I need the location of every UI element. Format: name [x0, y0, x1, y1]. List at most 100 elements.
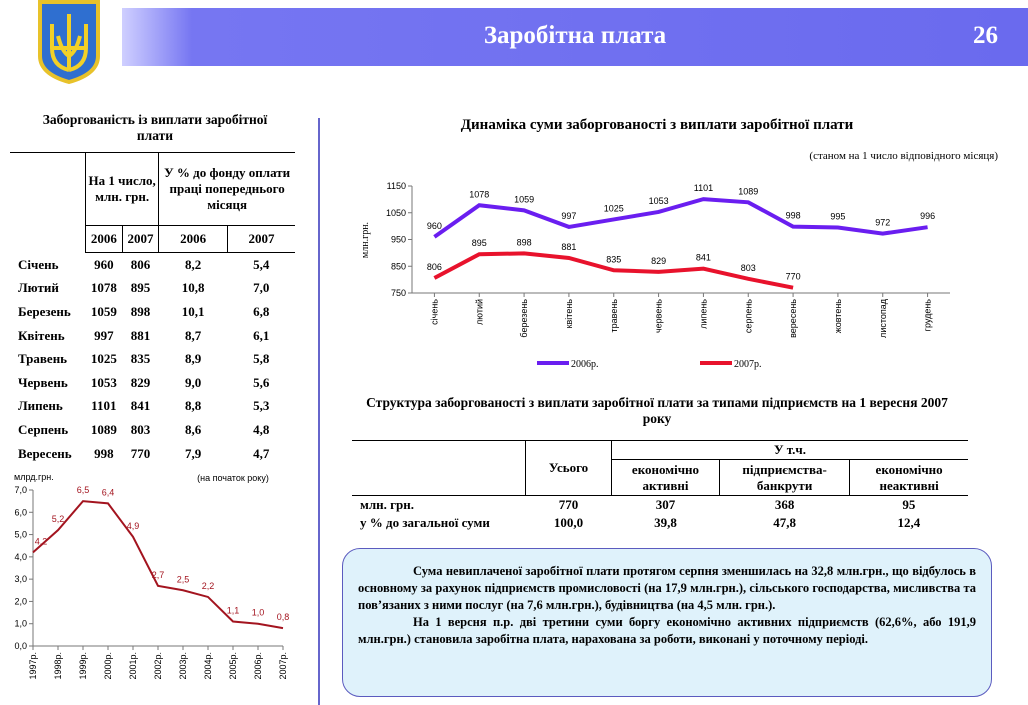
chart-subtitle: (станом на 1 число відповідного місяця): [809, 150, 998, 162]
cell: 841: [130, 398, 151, 414]
table-row: Квітень 997 881 8,7 6,1: [10, 324, 295, 348]
data-label: 806: [427, 262, 442, 272]
line-chart: Динаміка суми заборгованості з виплати з…: [360, 117, 998, 370]
x-tick-label: 2003р.: [178, 652, 188, 680]
cell: 6,8: [253, 303, 270, 319]
table-row: Червень 1053 829 9,0 5,6: [10, 371, 295, 395]
header-row: На 1 число, млн. грн. У % до фонду оплати…: [10, 152, 295, 253]
y-tick-label: 5,0: [14, 530, 27, 540]
data-label: 2,5: [177, 574, 190, 584]
data-label: 995: [830, 211, 845, 221]
page-title: Заробітна плата: [483, 22, 667, 49]
y-axis-label: млрд.грн.: [14, 472, 54, 482]
structure-table: Усього У т.ч. економічно активні підприємст…: [352, 440, 968, 532]
y-tick-label: 1050: [386, 208, 406, 218]
cell: 100,0: [553, 515, 584, 530]
table-row: Травень 1025 835 8,9 5,8: [10, 347, 295, 371]
cell: 1025: [90, 351, 117, 367]
column-header: економічно активні: [611, 459, 720, 496]
cell: 1089: [90, 421, 117, 437]
note-box: Сума невиплаченої заробітної плати протя…: [342, 548, 992, 697]
row-label: Квітень: [18, 327, 65, 343]
data-label: 1101: [694, 183, 713, 193]
data-label: 4,9: [127, 521, 140, 531]
x-tick-label: листопад: [878, 298, 888, 338]
corner-cell: [10, 152, 86, 253]
table-row: у % до загальної суми 100,0 39,8 47,8 12,4: [352, 514, 968, 532]
year-header: 2007: [121, 225, 159, 253]
data-label: 803: [741, 263, 756, 273]
x-tick-label: квітень: [564, 299, 574, 329]
data-label: 997: [561, 211, 576, 221]
x-tick-label: лютий: [474, 299, 484, 325]
x-tick-label: січень: [429, 299, 439, 325]
cell: 898: [130, 303, 151, 319]
data-label: 2,7: [152, 570, 165, 580]
x-tick-label: березень: [519, 299, 529, 338]
y-tick-label: 3,0: [14, 574, 27, 584]
table-row: млн. грн. 770 307 368 95: [352, 496, 968, 515]
y-tick-label: 7,0: [14, 485, 27, 495]
cell: 307: [655, 497, 676, 512]
cell: 12,4: [897, 515, 921, 530]
data-label: 829: [651, 256, 666, 266]
data-label: 770: [786, 272, 801, 282]
cell: 770: [130, 445, 151, 461]
data-label: 996: [920, 211, 935, 221]
data-label: 835: [606, 254, 621, 264]
cell: 770: [558, 497, 579, 512]
data-label: 1078: [469, 189, 489, 199]
row-label: Травень: [18, 351, 68, 367]
subheader-row: економічно активні підприємства-банкрути е…: [352, 459, 968, 496]
series-line: [433, 251, 794, 290]
cell: 5,6: [253, 374, 270, 390]
cell: 5,8: [253, 351, 270, 367]
cell: 5,4: [253, 256, 270, 272]
row-label: Вересень: [18, 445, 72, 461]
cell: 806: [130, 256, 151, 272]
x-tick-label: червень: [654, 299, 664, 333]
divider: [318, 118, 320, 705]
data-label: 841: [696, 253, 711, 263]
table-row: Січень 960 806 8,2 5,4: [10, 253, 295, 277]
column-header: У т.ч.: [611, 440, 968, 460]
data-label: 998: [786, 211, 801, 221]
data-label: 1053: [649, 196, 669, 206]
debt-table: На 1 число, млн. грн. У % до фонду оплати…: [10, 152, 295, 465]
table-row: Березень 1059 898 10,1 6,8: [10, 300, 295, 324]
header-row: Усього У т.ч.: [352, 440, 968, 496]
cell: 8,2: [185, 256, 202, 272]
data-label: 6,5: [77, 485, 90, 495]
cell: 1078: [90, 280, 117, 296]
row-label: у % до загальної суми: [360, 515, 490, 530]
data-label: 6,4: [102, 487, 115, 497]
cell: 368: [774, 497, 795, 512]
y-tick-label: 1,0: [14, 619, 27, 629]
x-tick-label: 2001р.: [128, 652, 138, 680]
cell: 960: [94, 256, 114, 272]
table-row: Серпень 1089 803 8,6 4,8: [10, 418, 295, 442]
table-row: Вересень 998 770 7,9 4,7: [10, 442, 295, 466]
data-label: 5,2: [52, 514, 65, 524]
data-label: 960: [427, 221, 442, 231]
cell: 997: [94, 327, 114, 343]
cell: 9,0: [185, 374, 202, 390]
banner: Заробітна плата 26: [122, 8, 1028, 66]
cell: 835: [130, 351, 151, 367]
data-label: 4,2: [35, 536, 48, 546]
data-label: 1025: [604, 203, 624, 213]
cell: 829: [130, 374, 151, 390]
data-label: 2,2: [202, 581, 215, 591]
x-tick-label: жовтень: [833, 299, 843, 334]
cell: 803: [130, 421, 151, 437]
x-tick-label: серпень: [743, 299, 753, 333]
page-number: 26: [973, 22, 998, 49]
corner-cell: [352, 440, 526, 496]
y-tick-label: 4,0: [14, 552, 27, 562]
x-tick-label: липень: [698, 299, 708, 329]
y-tick-label: 750: [391, 288, 406, 298]
x-tick-label: 1997р.: [28, 652, 38, 680]
annotation: (на початок року): [197, 473, 269, 483]
cell: 1053: [90, 374, 117, 390]
